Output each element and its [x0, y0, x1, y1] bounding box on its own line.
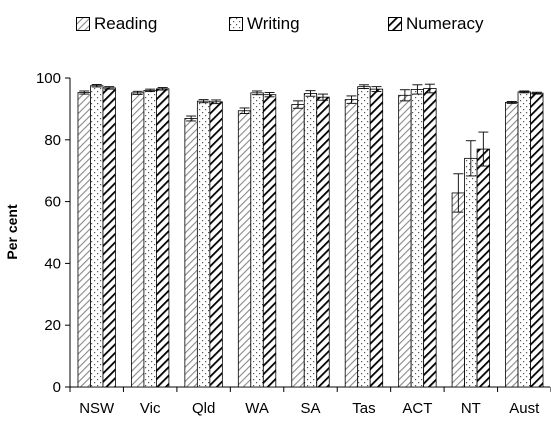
x-tick-label-nt: NT [461, 400, 481, 417]
bar-reading-tas [344, 99, 359, 388]
y-tick-label: 20 [44, 317, 61, 334]
x-tick-label-nsw: NSW [79, 400, 115, 417]
y-tick-label: 40 [44, 255, 61, 272]
bar-numeracy-sa [316, 96, 330, 388]
legend-label-reading: Reading [94, 14, 158, 33]
x-tick-label-aust: Aust [509, 400, 540, 417]
bar-reading-act [398, 94, 412, 388]
legend-item-writing: Writing [229, 14, 300, 34]
x-tick-label-qld: Qld [192, 400, 215, 417]
bar-writing-aust [517, 91, 531, 388]
bar-reading-wa [237, 110, 252, 388]
bar-writing-vic [143, 89, 157, 388]
plot-area: 0 20 40 60 80 100 NSW Vic Qld WA SA Tas ACT NT Aust [36, 70, 551, 417]
bar-numeracy-nsw [102, 87, 116, 388]
bar-numeracy-qld [209, 101, 223, 388]
bar-reading-qld [184, 118, 198, 388]
bar-writing-qld [196, 100, 211, 388]
legend-item-reading: Reading [76, 14, 157, 34]
bar-writing-act [410, 89, 425, 388]
y-tick-label: 0 [53, 379, 61, 396]
y-tick-label: 80 [44, 132, 61, 149]
legend-swatch-reading [76, 17, 90, 31]
bar-reading-vic [131, 92, 145, 388]
legend-label-numeracy: Numeracy [406, 14, 484, 33]
bar-writing-nt [464, 157, 478, 388]
chart-legend: Reading Writing Numeracy [0, 8, 551, 38]
bar-numeracy-aust [530, 92, 544, 388]
bar-numeracy-tas [369, 88, 384, 388]
legend-label-writing: Writing [247, 14, 300, 33]
x-tick-label-tas: Tas [352, 400, 375, 417]
bar-numeracy-wa [262, 94, 277, 388]
bar-reading-nsw [77, 92, 91, 388]
bar-writing-nsw [90, 85, 104, 388]
bar-reading-sa [291, 104, 305, 388]
bar-writing-sa [303, 93, 318, 388]
x-tick-label-sa: SA [300, 400, 320, 417]
legend-item-numeracy: Numeracy [388, 14, 483, 34]
bar-numeracy-vic [156, 88, 170, 388]
legend-swatch-writing [229, 17, 243, 31]
x-tick-label-act: ACT [402, 400, 432, 417]
x-tick-label-vic: Vic [140, 400, 161, 417]
legend-swatch-numeracy [388, 17, 402, 31]
y-tick-label: 100 [36, 70, 61, 87]
y-tick-label: 60 [44, 194, 61, 211]
bar-numeracy-act [423, 88, 437, 388]
bar-writing-tas [357, 86, 371, 388]
bar-reading-aust [505, 102, 519, 388]
x-tick-label-wa: WA [245, 400, 269, 417]
bar-reading-nt [451, 192, 465, 388]
bar-numeracy-nt [476, 148, 490, 388]
bar-writing-wa [250, 92, 264, 388]
